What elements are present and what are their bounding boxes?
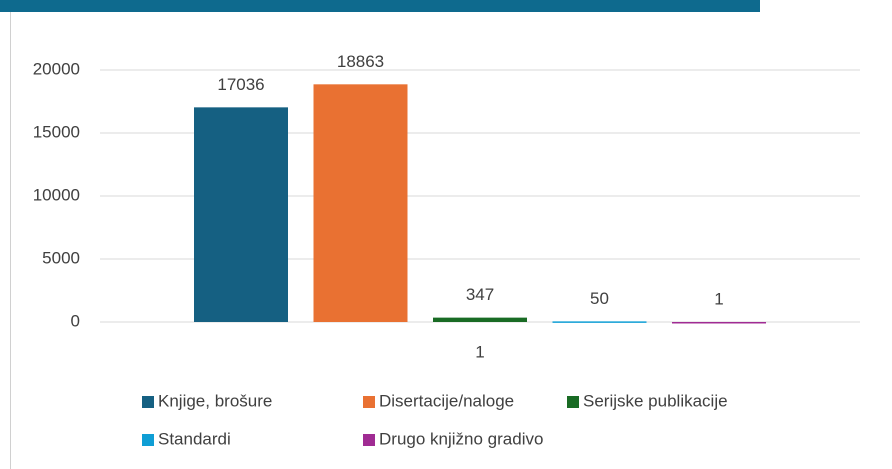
header-bar: [0, 0, 760, 12]
y-tick-label: 10000: [33, 185, 80, 204]
data-label: 50: [590, 289, 609, 308]
data-label: 17036: [217, 75, 264, 94]
legend-swatch: [142, 434, 154, 446]
bar: [194, 107, 288, 322]
x-tick-label: 1: [475, 342, 484, 361]
legend-label: Standardi: [158, 429, 231, 448]
y-tick-label: 5000: [42, 248, 80, 267]
legend-swatch: [363, 396, 375, 408]
bar: [313, 84, 408, 322]
y-tick-label: 20000: [33, 59, 80, 78]
legend-label: Disertacije/naloge: [379, 391, 514, 410]
legend-label: Serijske publikacije: [583, 391, 728, 410]
legend-label: Drugo knjižno gradivo: [379, 429, 543, 448]
data-label: 1: [714, 289, 723, 308]
bar: [672, 321, 766, 324]
legend-swatch: [363, 434, 375, 446]
legend-swatch: [567, 396, 579, 408]
y-tick-label: 15000: [33, 122, 80, 141]
data-label: 18863: [337, 52, 384, 71]
legend-swatch: [142, 396, 154, 408]
y-tick-label: 0: [71, 311, 80, 330]
bar: [433, 317, 527, 322]
legend-label: Knjige, brošure: [158, 391, 272, 410]
data-label: 347: [466, 285, 494, 304]
bar: [552, 321, 647, 323]
